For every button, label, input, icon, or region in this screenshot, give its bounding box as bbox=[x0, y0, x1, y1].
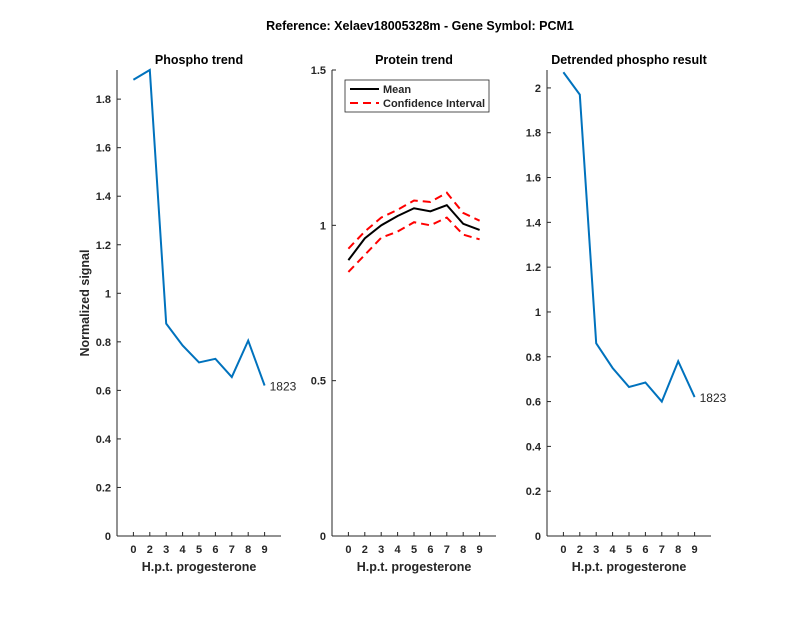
y-tick-label: 0.2 bbox=[96, 482, 111, 494]
x-tick-label: 9 bbox=[692, 544, 698, 556]
y-tick-label: 1.6 bbox=[526, 173, 541, 185]
y-tick-label: 1.8 bbox=[526, 128, 541, 140]
y-tick-label: 0 bbox=[105, 531, 111, 543]
x-tick-label: 5 bbox=[196, 544, 202, 556]
y-tick-label: 0.4 bbox=[96, 434, 112, 446]
y-tick-label: 0.6 bbox=[96, 385, 111, 397]
y-tick-label: 1.4 bbox=[526, 217, 542, 229]
x-tick-label: 3 bbox=[378, 544, 384, 556]
x-tick-label: 5 bbox=[411, 544, 417, 556]
legend-label: Mean bbox=[383, 84, 411, 96]
x-tick-label: 0 bbox=[560, 544, 566, 556]
y-tick-label: 2 bbox=[535, 83, 541, 95]
y-tick-label: 1.6 bbox=[96, 143, 111, 155]
x-tick-label: 8 bbox=[675, 544, 681, 556]
x-tick-label: 2 bbox=[147, 544, 153, 556]
legend: Mean Confidence Interval bbox=[345, 80, 489, 112]
x-axis-label: H.p.t. progesterone bbox=[142, 560, 257, 574]
y-tick-label: 1.2 bbox=[526, 262, 541, 274]
y-axis-label: Normalized signal bbox=[78, 250, 92, 357]
x-tick-label: 6 bbox=[642, 544, 648, 556]
x-tick-label: 6 bbox=[427, 544, 433, 556]
x-tick-label: 2 bbox=[362, 544, 368, 556]
y-tick-label: 1 bbox=[105, 288, 111, 300]
x-tick-label: 5 bbox=[626, 544, 632, 556]
figure-title: Reference: Xelaev18005328m - Gene Symbol… bbox=[266, 19, 574, 33]
y-tick-label: 0 bbox=[535, 531, 541, 543]
panel-title: Phospho trend bbox=[155, 53, 243, 67]
x-tick-label: 0 bbox=[130, 544, 136, 556]
end-label: 1823 bbox=[700, 391, 727, 405]
x-tick-label: 8 bbox=[245, 544, 251, 556]
y-tick-label: 0.4 bbox=[526, 441, 542, 453]
x-tick-label: 4 bbox=[395, 544, 402, 556]
x-tick-label: 4 bbox=[180, 544, 187, 556]
y-tick-label: 1.5 bbox=[311, 65, 326, 77]
end-label: 1823 bbox=[270, 380, 297, 394]
y-tick-label: 0.8 bbox=[96, 337, 111, 349]
series-line-1 bbox=[563, 72, 694, 401]
x-tick-label: 0 bbox=[345, 544, 351, 556]
y-tick-label: 1 bbox=[535, 307, 541, 319]
x-tick-label: 2 bbox=[577, 544, 583, 556]
y-tick-label: 1.2 bbox=[96, 240, 111, 252]
y-tick-label: 1 bbox=[320, 220, 326, 232]
y-tick-label: 0.6 bbox=[526, 397, 541, 409]
panel-title: Detrended phospho result bbox=[551, 53, 707, 67]
y-tick-label: 0.8 bbox=[526, 352, 541, 364]
x-tick-label: 9 bbox=[477, 544, 483, 556]
x-tick-label: 3 bbox=[163, 544, 169, 556]
series-line-1 bbox=[133, 70, 264, 386]
y-tick-label: 0 bbox=[320, 531, 326, 543]
x-tick-label: 3 bbox=[593, 544, 599, 556]
x-tick-label: 8 bbox=[460, 544, 466, 556]
x-axis-label: H.p.t. progesterone bbox=[357, 560, 472, 574]
x-tick-label: 6 bbox=[212, 544, 218, 556]
x-tick-label: 7 bbox=[444, 544, 450, 556]
panel-title: Protein trend bbox=[375, 53, 453, 67]
x-tick-label: 9 bbox=[262, 544, 268, 556]
x-axis-label: H.p.t. progesterone bbox=[572, 560, 687, 574]
y-tick-label: 0.5 bbox=[311, 376, 326, 388]
legend-label: Confidence Interval bbox=[383, 98, 485, 110]
y-tick-label: 0.2 bbox=[526, 486, 541, 498]
x-tick-label: 7 bbox=[659, 544, 665, 556]
y-tick-label: 1.4 bbox=[96, 191, 112, 203]
y-tick-label: 1.8 bbox=[96, 94, 111, 106]
series-line-3 bbox=[348, 218, 479, 272]
x-tick-label: 4 bbox=[610, 544, 617, 556]
x-tick-label: 7 bbox=[229, 544, 235, 556]
